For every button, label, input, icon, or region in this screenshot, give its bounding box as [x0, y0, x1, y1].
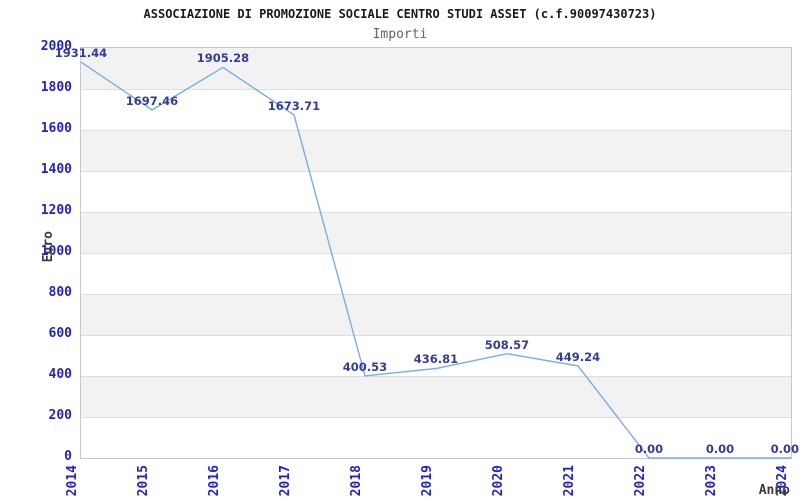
y-tick-label: 1000	[40, 244, 72, 259]
data-point-label: 1697.46	[125, 94, 179, 109]
x-tick-label: 2020	[491, 465, 506, 497]
x-tick-label: 2016	[207, 465, 222, 497]
x-tick-label: 2015	[136, 465, 151, 497]
data-point-label: 1673.71	[267, 98, 321, 113]
x-tick-label: 2018	[349, 465, 364, 497]
y-tick-label: 600	[48, 326, 72, 341]
y-tick-label: 200	[48, 408, 72, 423]
line-series	[80, 61, 791, 459]
plot-area: 1931.44 1697.46 1905.28 1673.71 400.53 436.81…	[55, 46, 799, 459]
y-tick-label: 1400	[40, 162, 72, 177]
x-tick-label: 2021	[562, 465, 577, 497]
x-tick-label: 2014	[65, 465, 80, 497]
x-tick-label: 2017	[278, 465, 293, 497]
data-point-label: 1931.44	[54, 46, 108, 61]
x-tick-label: 2023	[704, 465, 719, 497]
x-tick-label: 2019	[420, 465, 435, 497]
plot-band	[81, 376, 791, 417]
y-tick-label: 2000	[40, 39, 72, 54]
data-point-label: 449.24	[555, 349, 601, 364]
data-point-label: 508.57	[484, 337, 530, 352]
data-point-label: 1905.28	[196, 51, 250, 66]
chart-title: ASSOCIAZIONE DI PROMOZIONE SOCIALE CENTR…	[143, 7, 657, 21]
data-point-label: 400.53	[342, 359, 388, 374]
y-tick-label: 1600	[40, 121, 72, 136]
plot-band	[81, 171, 791, 212]
plot-band	[81, 89, 791, 130]
data-point-label: 0.00	[634, 442, 664, 456]
plot-band	[81, 294, 791, 335]
y-tick-label: 400	[48, 367, 72, 382]
y-tick-label: 1200	[40, 203, 72, 218]
chart-subtitle: Importi	[372, 27, 428, 42]
plot-band	[81, 253, 791, 294]
data-point-label: 0.00	[705, 442, 735, 456]
plot-band	[81, 212, 791, 253]
y-tick-label: 800	[48, 285, 72, 300]
data-line	[80, 61, 791, 459]
y-tick-label: 0	[64, 449, 72, 464]
plot-band	[81, 130, 791, 171]
y-tick-label: 1800	[40, 80, 72, 95]
data-point-label: 436.81	[413, 352, 459, 367]
y-axis-label: Euro	[41, 231, 56, 263]
x-axis-label: Anno	[758, 483, 790, 498]
plot-band	[81, 417, 791, 458]
data-point-label: 0.00	[770, 442, 799, 456]
x-tick-label: 2022	[633, 465, 648, 497]
